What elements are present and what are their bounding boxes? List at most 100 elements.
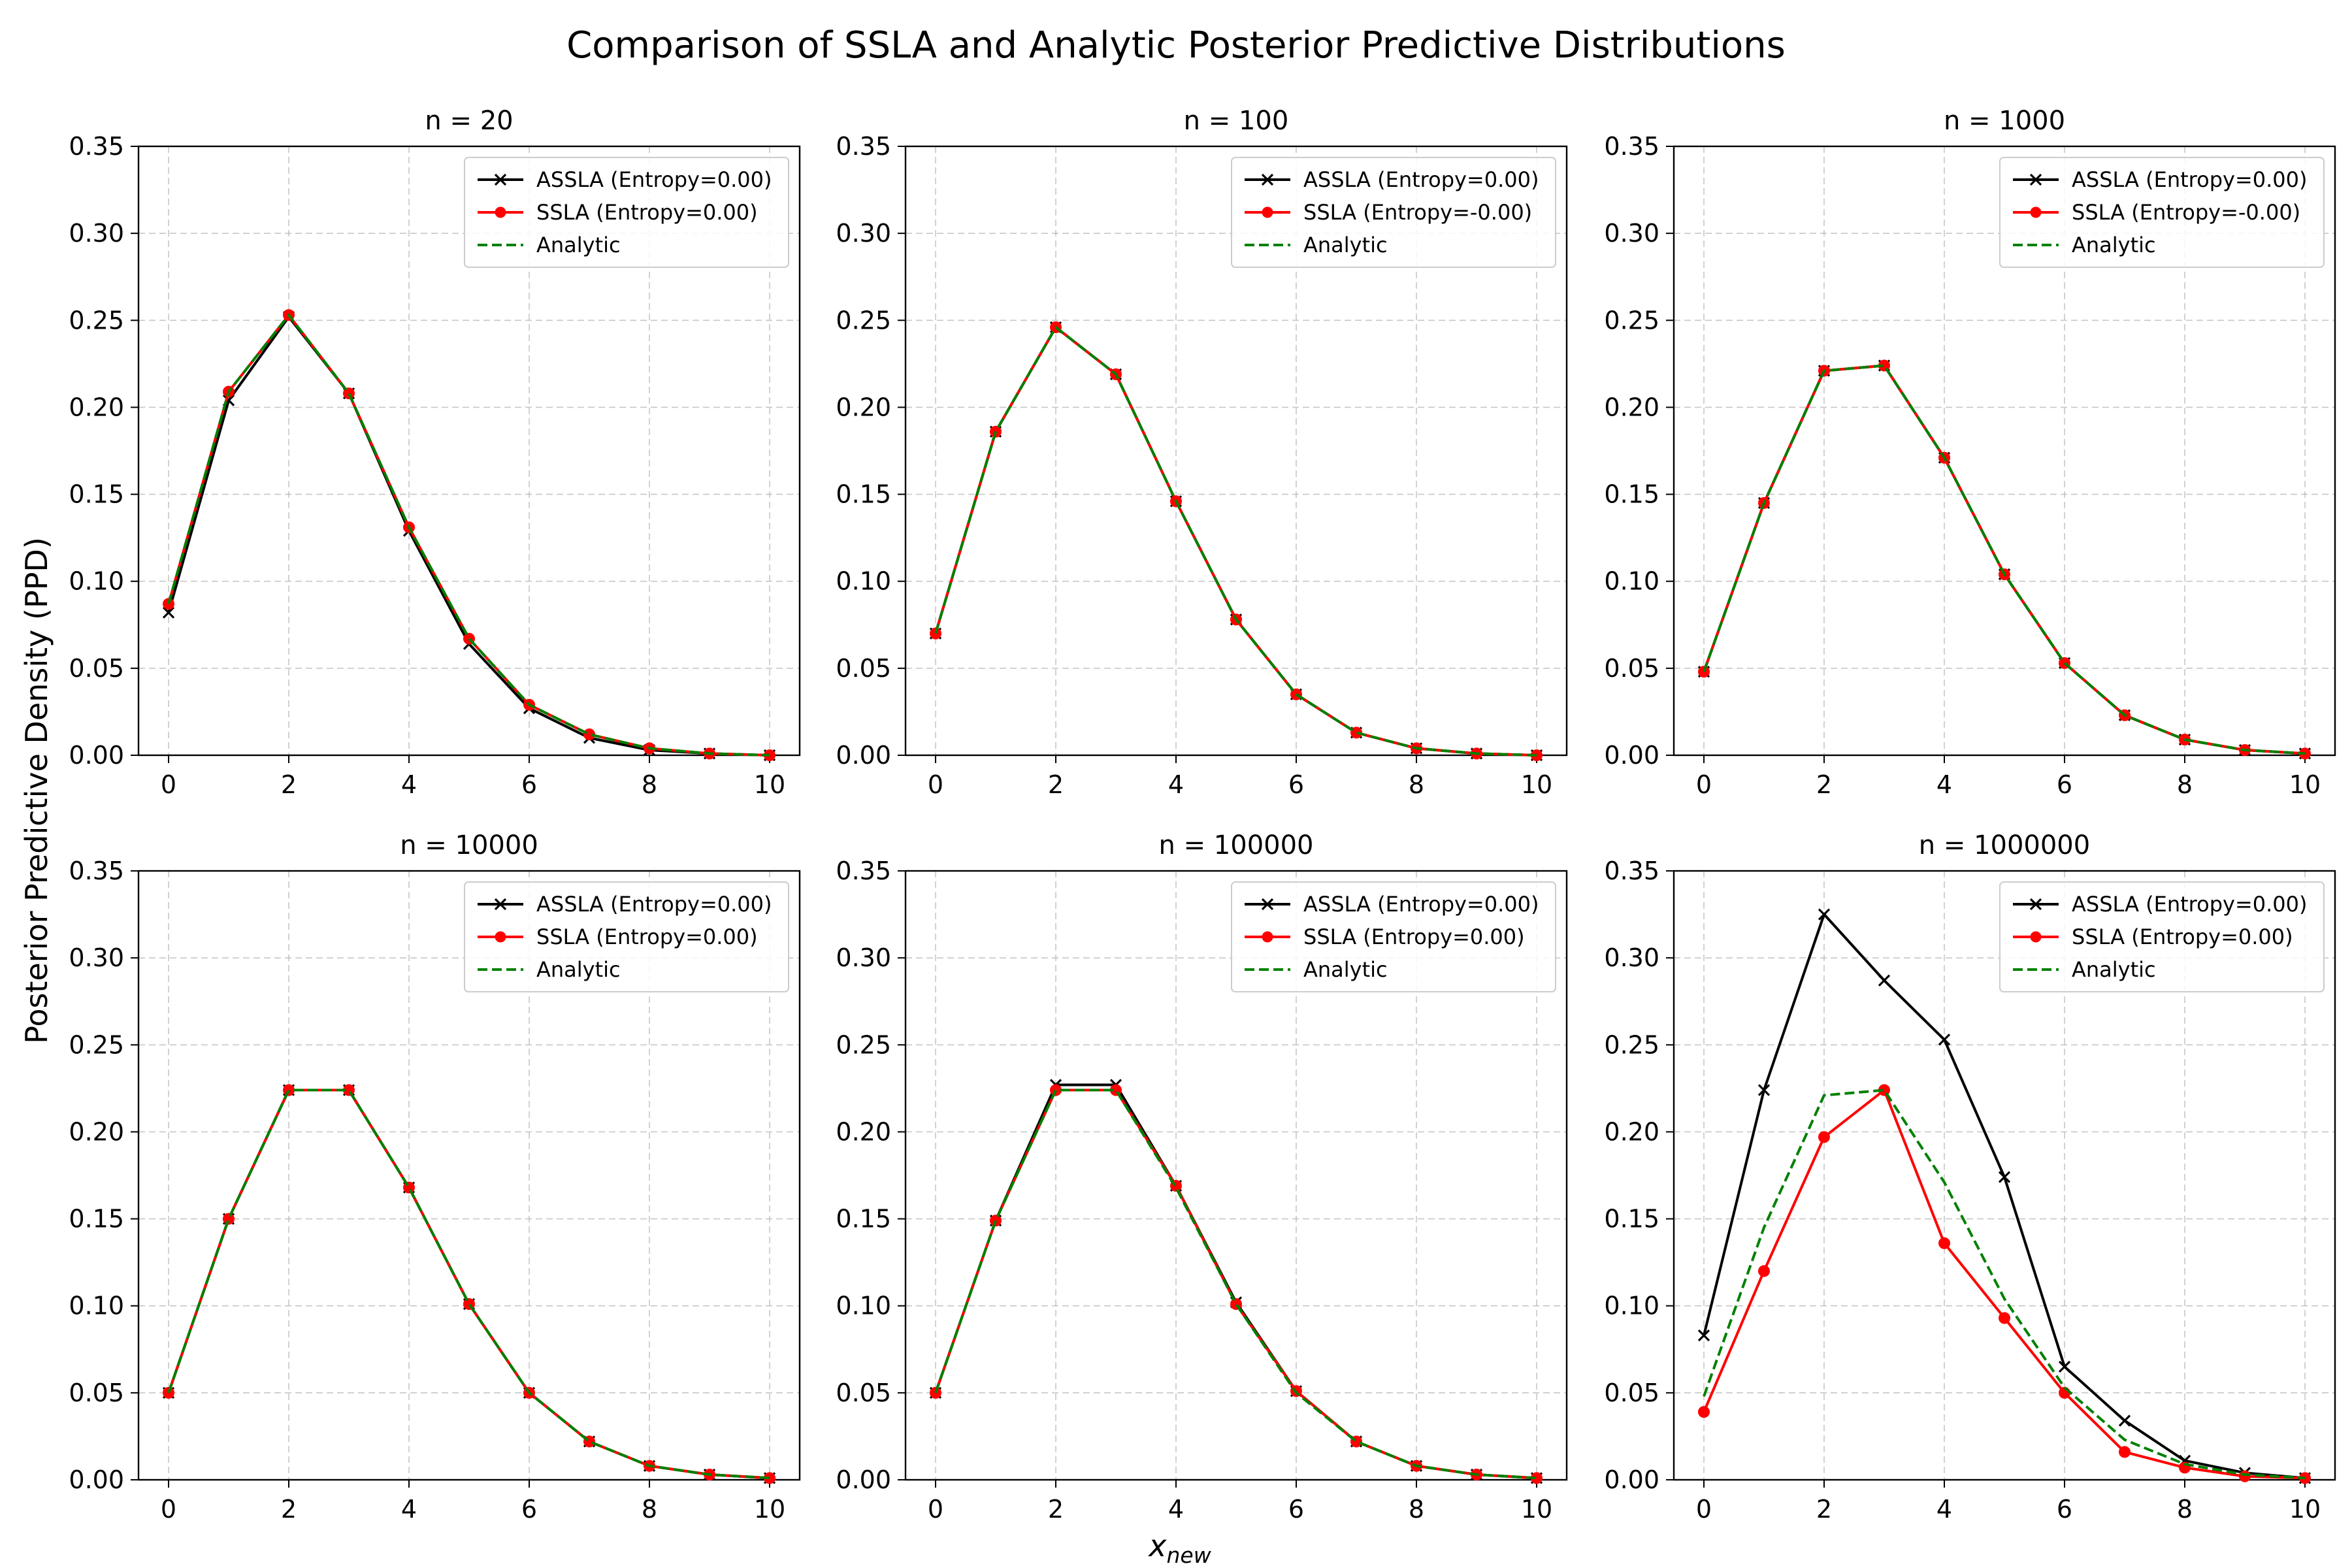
legend-label-analytic: Analytic bbox=[536, 957, 621, 982]
data-point-ssla bbox=[1818, 1131, 1830, 1143]
x-axis-label: xnew bbox=[1147, 1528, 1211, 1568]
series-line-assla bbox=[934, 1083, 1537, 1480]
x-tick-label: 6 bbox=[521, 770, 537, 799]
x-tick-label: 6 bbox=[2057, 1495, 2072, 1524]
x-tick-label: 6 bbox=[2057, 770, 2072, 799]
y-tick-label: 0.00 bbox=[836, 741, 891, 770]
y-tick-label: 0.00 bbox=[1604, 741, 1659, 770]
y-tick-label: 0.05 bbox=[1604, 1379, 1659, 1407]
legend-label-ssla: SSLA (Entropy=-0.00) bbox=[2072, 200, 2300, 225]
series-line-assla bbox=[1703, 364, 2306, 755]
x-tick-label: 8 bbox=[1409, 770, 1424, 799]
data-point-ssla bbox=[2239, 1470, 2251, 1482]
legend-marker bbox=[1261, 173, 1274, 186]
data-point-assla bbox=[1697, 1329, 1710, 1342]
x-tick-label: 2 bbox=[281, 770, 297, 799]
legend-label-assla: ASSLA (Entropy=0.00) bbox=[536, 892, 772, 917]
data-point-ssla bbox=[1350, 727, 1362, 739]
x-tick-label: 10 bbox=[754, 1495, 785, 1524]
x-tick-label: 2 bbox=[281, 1495, 297, 1524]
series-line-assla bbox=[934, 325, 1537, 757]
x-tick-label: 10 bbox=[2289, 1495, 2321, 1524]
x-tick-label: 4 bbox=[1168, 770, 1184, 799]
y-tick-label: 0.00 bbox=[1604, 1465, 1659, 1494]
x-tick-label: 2 bbox=[1816, 1495, 1832, 1524]
subplot-title: n = 100 bbox=[1184, 106, 1289, 136]
data-point-ssla bbox=[1050, 1084, 1062, 1096]
x-tick-label: 6 bbox=[1288, 770, 1304, 799]
data-point-assla bbox=[1998, 1171, 2011, 1183]
subplot-title: n = 20 bbox=[425, 106, 513, 136]
subplot-title: n = 1000000 bbox=[1919, 830, 2090, 860]
series-line-analytic bbox=[167, 314, 770, 757]
y-tick-label: 0.20 bbox=[836, 393, 891, 421]
legend-box bbox=[1231, 157, 1556, 268]
y-tick-label: 0.05 bbox=[1604, 654, 1659, 683]
x-tick-label: 0 bbox=[1696, 770, 1712, 799]
legend-marker bbox=[2030, 206, 2042, 218]
legend-label-analytic: Analytic bbox=[2072, 957, 2156, 982]
y-tick-label: 0.10 bbox=[69, 1292, 124, 1320]
series-line-ssla bbox=[934, 325, 1537, 757]
y-tick-label: 0.05 bbox=[69, 1379, 124, 1407]
x-tick-label: 10 bbox=[1521, 770, 1552, 799]
y-tick-label: 0.25 bbox=[836, 306, 891, 335]
x-tick-label: 0 bbox=[928, 770, 943, 799]
y-tick-label: 0.30 bbox=[69, 219, 124, 248]
legend-marker bbox=[494, 898, 507, 911]
axes-frame bbox=[904, 145, 1568, 757]
x-tick-label: 4 bbox=[1936, 1495, 1952, 1524]
y-tick-label: 0.05 bbox=[69, 654, 124, 683]
series-line-ssla bbox=[934, 1088, 1537, 1480]
y-tick-label: 0.30 bbox=[1604, 219, 1659, 248]
y-tick-label: 0.15 bbox=[836, 1205, 891, 1233]
data-point-ssla bbox=[990, 1215, 1002, 1227]
legend-marker bbox=[2029, 898, 2042, 911]
axes-frame bbox=[904, 870, 1568, 1481]
subplot-6: 0 2 4 6 8 10 0.00 0.05 0.10 0.15 0.20 0.25 0.30 0.35 n… bbox=[1604, 830, 2336, 1524]
legend-marker bbox=[2030, 931, 2042, 943]
data-point-assla bbox=[2058, 1360, 2071, 1373]
legend: ASSLA (Entropy=0.00) SSLA (Entropy=-0.00)… bbox=[1231, 157, 1556, 268]
x-tick-label: 4 bbox=[1168, 1495, 1184, 1524]
y-axis-label: Posterior Predictive Density (PPD) bbox=[19, 537, 54, 1044]
legend-marker bbox=[495, 931, 506, 943]
legend-label-analytic: Analytic bbox=[2072, 233, 2156, 257]
data-point-ssla bbox=[1938, 1237, 1950, 1249]
y-tick-label: 0.10 bbox=[69, 567, 124, 596]
legend-marker bbox=[2029, 173, 2042, 186]
x-tick-label: 6 bbox=[521, 1495, 537, 1524]
legend-marker bbox=[1261, 898, 1274, 911]
x-tick-label: 2 bbox=[1048, 1495, 1064, 1524]
data-point-ssla bbox=[223, 1213, 235, 1225]
y-tick-label: 0.35 bbox=[836, 857, 891, 885]
x-tick-label: 0 bbox=[928, 1495, 943, 1524]
x-tick-label: 10 bbox=[754, 770, 785, 799]
y-tick-label: 0.20 bbox=[1604, 1117, 1659, 1146]
legend: ASSLA (Entropy=0.00) SSLA (Entropy=0.00) A… bbox=[464, 881, 789, 992]
subplot-title: n = 100000 bbox=[1159, 830, 1314, 860]
axes-frame bbox=[137, 870, 801, 1481]
y-tick-label: 0.25 bbox=[836, 1030, 891, 1059]
y-tick-label: 0.35 bbox=[69, 857, 124, 885]
y-tick-label: 0.15 bbox=[1604, 480, 1659, 509]
legend-label-assla: ASSLA (Entropy=0.00) bbox=[1303, 167, 1539, 192]
series-line-analytic bbox=[934, 325, 1537, 757]
y-tick-label: 0.15 bbox=[69, 480, 124, 509]
legend-marker bbox=[495, 206, 506, 218]
legend-label-ssla: SSLA (Entropy=0.00) bbox=[2072, 924, 2293, 949]
y-tick-label: 0.20 bbox=[69, 1117, 124, 1146]
y-tick-label: 0.15 bbox=[836, 480, 891, 509]
data-point-ssla bbox=[2119, 1446, 2131, 1458]
x-tick-label: 4 bbox=[401, 770, 417, 799]
subplot-title: n = 10000 bbox=[400, 830, 538, 860]
legend-label-ssla: SSLA (Entropy=0.00) bbox=[536, 200, 758, 225]
subplot-5: 0 2 4 6 8 10 0.00 0.05 0.10 0.15 0.20 0.25 0.30 0.35 n… bbox=[836, 830, 1568, 1524]
legend-marker bbox=[1262, 931, 1273, 943]
y-tick-label: 0.30 bbox=[836, 943, 891, 972]
y-tick-label: 0.30 bbox=[1604, 943, 1659, 972]
legend: ASSLA (Entropy=0.00) SSLA (Entropy=-0.00)… bbox=[1999, 157, 2325, 268]
y-tick-label: 0.35 bbox=[836, 132, 891, 161]
legend-label-analytic: Analytic bbox=[1303, 233, 1388, 257]
